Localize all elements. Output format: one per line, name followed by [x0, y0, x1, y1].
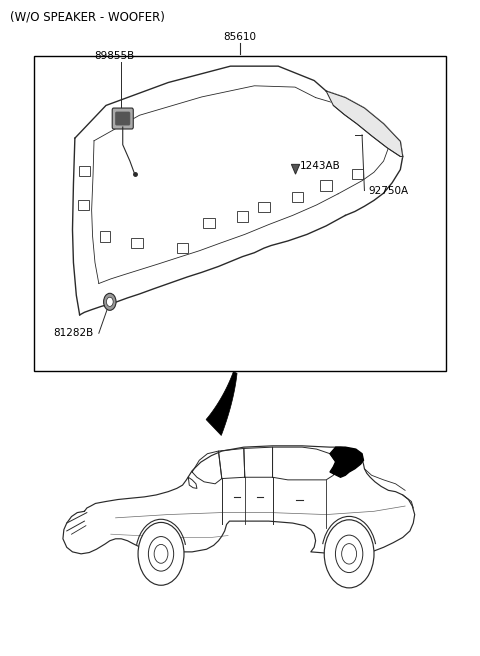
Circle shape: [138, 522, 184, 585]
Polygon shape: [326, 91, 403, 157]
Bar: [79, 166, 90, 176]
Circle shape: [104, 293, 116, 310]
Circle shape: [342, 544, 357, 564]
Text: 81282B: 81282B: [53, 328, 94, 338]
Polygon shape: [206, 372, 237, 436]
Bar: [351, 169, 363, 179]
Bar: [100, 231, 110, 241]
Bar: [292, 192, 303, 202]
Bar: [237, 211, 248, 222]
Bar: [321, 180, 332, 190]
Bar: [34, 56, 446, 371]
Text: 89855B: 89855B: [94, 51, 134, 61]
Bar: [203, 218, 215, 228]
Circle shape: [324, 520, 374, 588]
Polygon shape: [330, 447, 363, 478]
Circle shape: [107, 297, 113, 306]
FancyBboxPatch shape: [116, 112, 130, 125]
Circle shape: [154, 544, 168, 564]
Text: 85610: 85610: [224, 32, 256, 42]
Bar: [258, 201, 270, 212]
Bar: [177, 243, 188, 253]
Text: 92750A: 92750A: [368, 186, 408, 195]
Circle shape: [148, 537, 174, 571]
Text: 1243AB: 1243AB: [300, 161, 341, 171]
Bar: [132, 237, 143, 248]
FancyBboxPatch shape: [112, 108, 133, 129]
Bar: [78, 199, 89, 210]
Circle shape: [336, 535, 363, 573]
Text: (W/O SPEAKER - WOOFER): (W/O SPEAKER - WOOFER): [10, 10, 165, 24]
